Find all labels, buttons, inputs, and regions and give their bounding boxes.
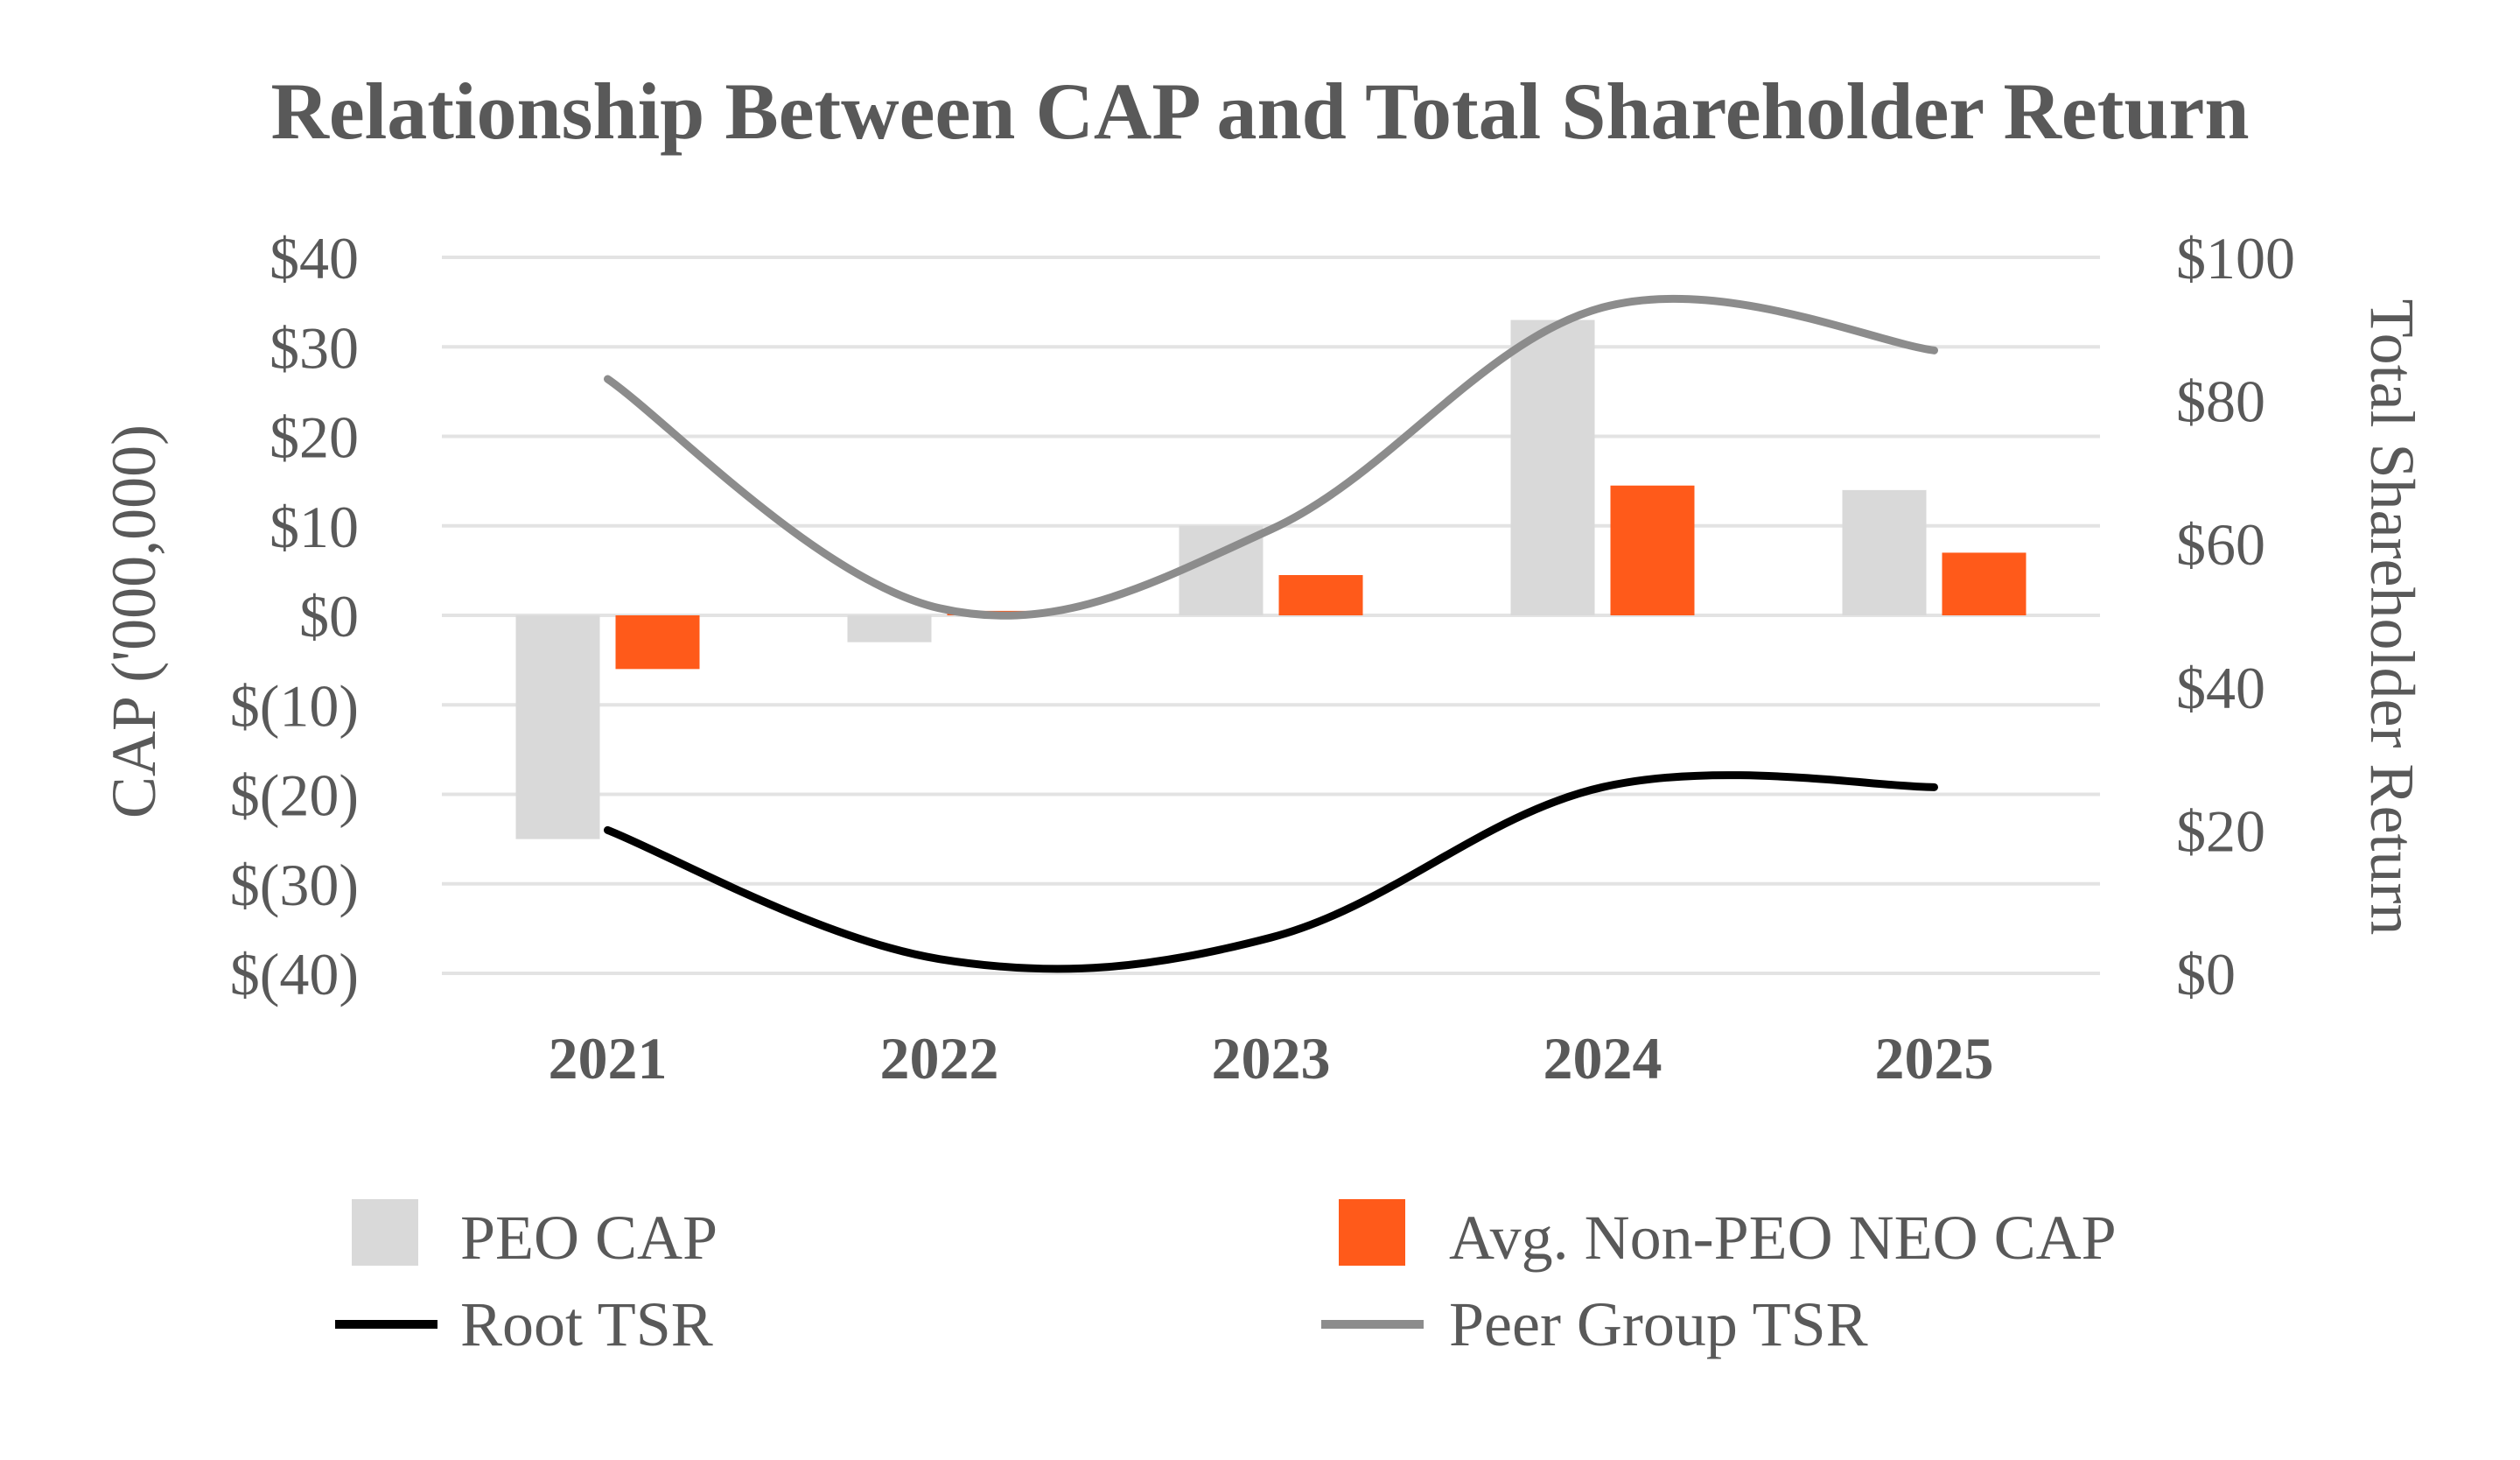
x-tick-2023: 2023 [1212, 1025, 1331, 1091]
y-axis-right-ticks: $100 $80 $60 $40 $20 $0 [2176, 225, 2295, 1007]
x-tick-2025: 2025 [1875, 1025, 1994, 1091]
y-tick-left: $(40) [230, 941, 359, 1007]
legend-label-root-tsr: Root TSR [460, 1289, 713, 1359]
x-tick-2021: 2021 [549, 1025, 668, 1091]
y-axis-left-label: CAP ('000,000) [99, 425, 169, 818]
bar-peo-cap-2021 [515, 615, 600, 839]
y-tick-left: $20 [270, 404, 359, 471]
y-tick-right: $0 [2176, 941, 2236, 1007]
bar-avg-non-peo-neo-cap-2025 [1942, 552, 2026, 615]
legend-label-peer-group-tsr: Peer Group TSR [1449, 1289, 1868, 1359]
x-tick-2024: 2024 [1544, 1025, 1662, 1091]
legend-swatch-peo-cap [352, 1199, 418, 1266]
y-tick-right: $60 [2176, 511, 2265, 578]
y-tick-left: $(30) [230, 852, 359, 918]
y-tick-left: $10 [270, 494, 359, 560]
bar-peo-cap-2024 [1510, 319, 1595, 615]
legend: PEO CAP Avg. Non-PEO NEO CAP Root TSR Pe… [335, 1199, 2117, 1359]
legend-swatch-avg-non-peo-neo-cap [1339, 1199, 1405, 1266]
y-tick-right: $80 [2176, 369, 2265, 435]
y-axis-left-ticks: $40 $30 $20 $10 $0 $(10) $(20) $(30) $(40) [230, 225, 359, 1007]
bar-avg-non-peo-neo-cap-2024 [1610, 485, 1695, 615]
tsr-lines [604, 294, 1938, 973]
line-peer-group-tsr [604, 294, 1938, 620]
y-tick-left: $40 [270, 225, 359, 291]
y-tick-left: $0 [299, 583, 359, 649]
line-root-tsr [604, 771, 1938, 973]
x-tick-2022: 2022 [880, 1025, 999, 1091]
grid-lines [442, 256, 2100, 975]
y-tick-left: $(20) [230, 762, 359, 829]
legend-label-peo-cap: PEO CAP [460, 1203, 718, 1273]
legend-label-avg-non-peo-neo-cap: Avg. Non-PEO NEO CAP [1449, 1203, 2117, 1273]
bar-avg-non-peo-neo-cap-2021 [615, 615, 700, 670]
y-tick-right: $20 [2176, 797, 2265, 864]
y-tick-right: $40 [2176, 655, 2265, 721]
x-axis-ticks: 2021 2022 2023 2024 2025 [549, 1025, 1994, 1091]
y-tick-left: $30 [270, 314, 359, 381]
bars [515, 319, 2026, 839]
chart-title: Relationship Between CAP and Total Share… [270, 67, 2249, 156]
y-axis-right-label: Total Shareholder Return [2357, 299, 2427, 936]
bar-avg-non-peo-neo-cap-2023 [1278, 574, 1363, 615]
bar-peo-cap-2022 [847, 615, 932, 642]
y-tick-right: $100 [2176, 225, 2295, 291]
bar-peo-cap-2025 [1842, 489, 1927, 615]
y-tick-left: $(10) [230, 672, 359, 739]
